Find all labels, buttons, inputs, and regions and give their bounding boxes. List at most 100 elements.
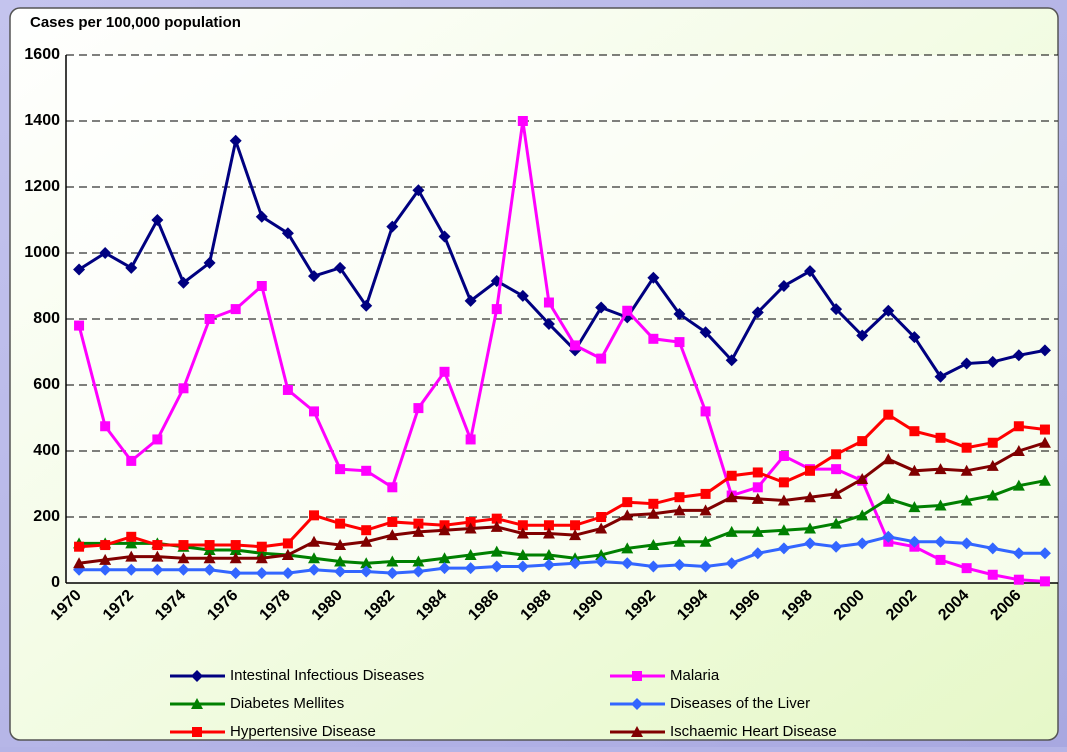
- data-point: [308, 270, 320, 283]
- data-point: [542, 548, 555, 560]
- data-point: [986, 489, 999, 501]
- data-point: [960, 537, 973, 550]
- data-point: [622, 497, 633, 508]
- data-point: [516, 289, 529, 302]
- data-point: [229, 552, 242, 564]
- data-point: [386, 555, 399, 567]
- data-point: [1038, 436, 1051, 448]
- data-point: [281, 548, 294, 560]
- data-point: [335, 518, 346, 529]
- data-point: [674, 492, 685, 503]
- data-point: [647, 271, 660, 284]
- data-point: [883, 409, 894, 420]
- data-point: [464, 562, 477, 575]
- data-point: [831, 464, 842, 475]
- data-point: [725, 491, 738, 503]
- data-point: [334, 565, 347, 578]
- data-point: [100, 540, 111, 551]
- data-point: [99, 563, 112, 576]
- data-point: [438, 552, 451, 564]
- data-point: [255, 567, 268, 580]
- data-point: [856, 509, 869, 521]
- data-point: [256, 541, 267, 552]
- data-point: [804, 537, 816, 550]
- data-point: [987, 569, 998, 580]
- data-point: [778, 477, 789, 488]
- data-point: [1038, 344, 1051, 357]
- data-point: [73, 557, 86, 569]
- data-point: [464, 548, 477, 560]
- legend-marker: [631, 698, 643, 710]
- data-point: [256, 281, 267, 291]
- data-point: [99, 553, 112, 565]
- data-point: [360, 535, 373, 547]
- data-point: [177, 276, 190, 289]
- data-point: [960, 464, 973, 476]
- data-point: [935, 432, 946, 443]
- data-point: [1038, 547, 1051, 560]
- data-point: [281, 227, 294, 240]
- data-point: [125, 563, 138, 576]
- data-point: [673, 308, 686, 321]
- data-point: [882, 530, 895, 543]
- data-point: [126, 455, 137, 466]
- data-point: [725, 354, 738, 367]
- data-point: [1012, 547, 1025, 560]
- legend-label: Diseases of the Liver: [670, 695, 810, 712]
- data-point: [804, 265, 816, 278]
- data-point: [308, 552, 320, 564]
- data-point: [125, 550, 138, 562]
- data-point: [622, 305, 633, 316]
- data-point: [1012, 349, 1025, 362]
- data-point: [647, 560, 660, 573]
- data-point: [752, 467, 763, 478]
- data-point: [830, 540, 843, 553]
- data-point: [961, 563, 972, 574]
- y-tick-label: 0: [51, 574, 60, 591]
- data-point: [178, 540, 189, 551]
- data-point: [74, 320, 85, 331]
- data-point: [74, 541, 85, 552]
- data-point: [934, 370, 947, 383]
- data-point: [987, 437, 998, 448]
- data-point: [334, 555, 347, 567]
- data-point: [491, 304, 502, 315]
- data-point: [935, 554, 946, 565]
- data-point: [438, 562, 451, 575]
- data-point: [673, 535, 686, 547]
- data-point: [1039, 424, 1050, 435]
- y-tick-label: 800: [33, 310, 60, 327]
- y-tick-label: 1400: [24, 112, 60, 129]
- data-point: [699, 326, 712, 339]
- data-point: [203, 552, 216, 564]
- data-point: [621, 509, 634, 521]
- data-point: [308, 535, 320, 547]
- data-point: [412, 525, 425, 537]
- data-point: [178, 383, 189, 394]
- data-point: [204, 314, 215, 324]
- data-point: [438, 230, 451, 243]
- data-point: [699, 560, 712, 573]
- data-point: [1012, 445, 1025, 456]
- data-point: [673, 504, 686, 516]
- data-point: [464, 522, 477, 534]
- data-point: [229, 567, 242, 580]
- data-point: [830, 517, 843, 529]
- data-point: [516, 548, 529, 560]
- data-point: [99, 247, 112, 259]
- y-tick-label: 1200: [24, 178, 60, 195]
- y-tick-label: 400: [33, 442, 60, 459]
- data-point: [856, 473, 869, 485]
- data-point: [177, 552, 190, 564]
- legend-marker: [191, 698, 203, 709]
- data-point: [882, 492, 895, 504]
- data-point: [439, 366, 450, 377]
- data-point: [1012, 479, 1025, 491]
- data-point: [413, 518, 424, 529]
- data-point: [934, 463, 947, 475]
- data-point: [725, 557, 738, 570]
- data-point: [882, 453, 895, 465]
- data-point: [647, 539, 660, 551]
- y-tick-label: 600: [33, 376, 60, 393]
